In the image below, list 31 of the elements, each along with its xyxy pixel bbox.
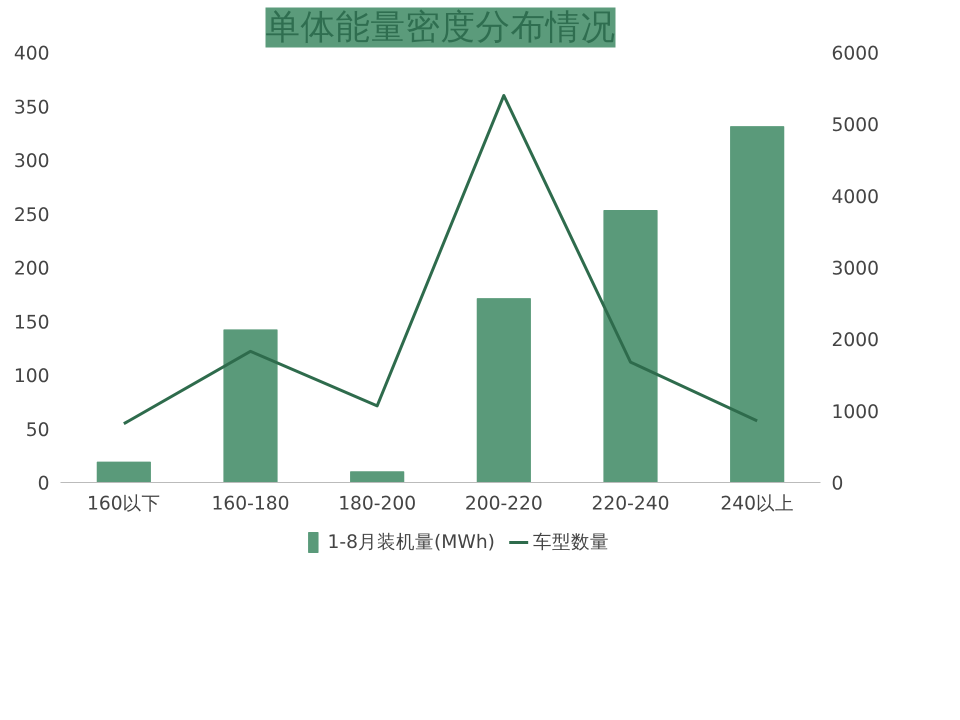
bar: [603, 210, 658, 482]
y-tick-label: 0: [38, 474, 50, 494]
bar: [96, 462, 151, 482]
y2-tick-label: 3000: [832, 258, 879, 280]
x-tick-label: 220-240: [592, 494, 670, 514]
bar: [730, 126, 784, 482]
y-tick-label: 200: [14, 258, 50, 280]
x-tick-label: 160-180: [212, 494, 290, 514]
line-series: [122, 94, 759, 426]
y-tick-label: 250: [14, 204, 50, 226]
y2-tick-label: 2000: [832, 330, 879, 352]
legend-label: 1-8月装机量(MWh): [328, 532, 495, 553]
x-tick-label: 160以下: [87, 494, 161, 514]
bar: [350, 471, 404, 482]
y-tick-label: 350: [14, 97, 50, 118]
y-tick-label: 100: [14, 366, 50, 387]
y2-tick-label: 5000: [832, 115, 879, 136]
y-tick-label: 400: [14, 44, 50, 64]
y2-tick-label: 6000: [832, 44, 879, 64]
legend-label: 车型数量: [532, 532, 609, 553]
x-tick-label: 240以上: [720, 494, 794, 514]
x-tick-label: 180-200: [338, 494, 416, 514]
y2-tick-label: 0: [832, 474, 844, 494]
y2-tick-label: 1000: [832, 402, 879, 423]
bar: [476, 298, 531, 482]
bar: [223, 329, 278, 482]
y2-tick-label: 4000: [832, 186, 879, 208]
y-tick-label: 50: [26, 420, 50, 441]
y-tick-label: 300: [14, 151, 50, 172]
x-tick-label: 200-220: [464, 494, 543, 514]
y-tick-label: 150: [14, 312, 50, 334]
